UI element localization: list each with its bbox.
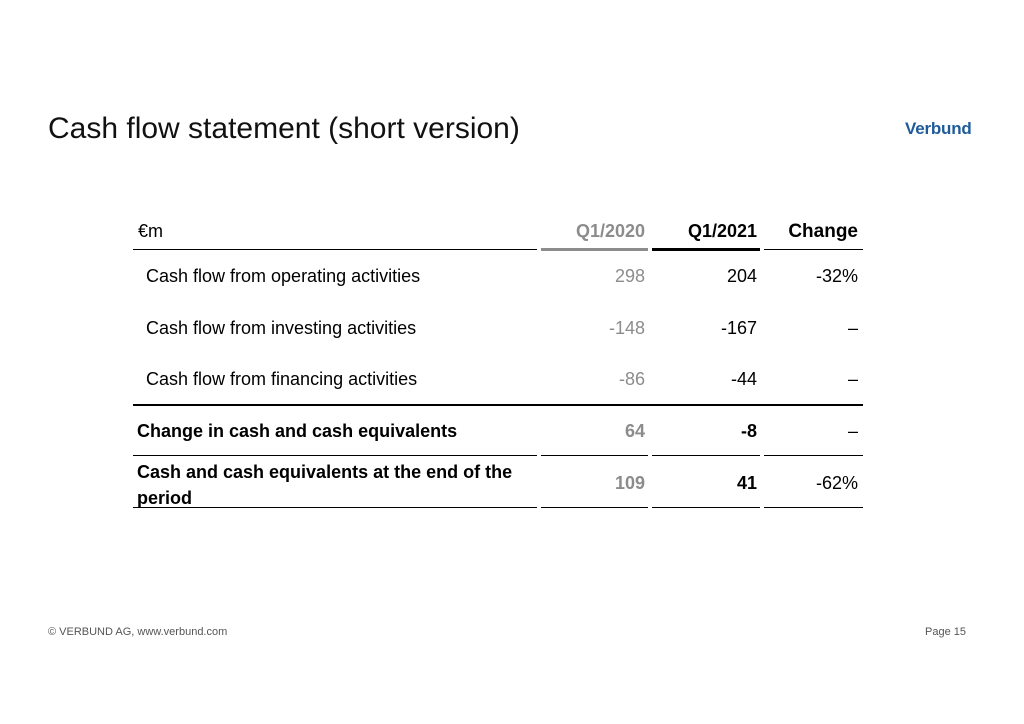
row-label-cash-end: Cash and cash equivalents at the end of …: [137, 462, 513, 508]
value-operating-q1-2021: 204: [726, 266, 757, 286]
row-divider-label: [133, 455, 537, 456]
column-header-q1-2020: Q1/2020: [575, 221, 645, 241]
header-underline-label: [133, 249, 537, 250]
value-investing-q1-2021: -167: [720, 318, 757, 338]
table-bottom-change: [764, 507, 863, 508]
subtotal-divider: [133, 404, 863, 406]
header-underline-change: [764, 249, 863, 250]
value-change-cash-q1-2021: -8: [740, 421, 757, 441]
header-underline-q1-2021: [652, 248, 760, 251]
column-header-change: Change: [788, 221, 858, 242]
header-underline-q1-2020: [541, 248, 648, 251]
value-cash-end-change: -62%: [815, 473, 858, 493]
value-financing-q1-2020: -86: [618, 369, 645, 389]
table-bottom-q1-2020: [541, 507, 648, 508]
value-investing-change: –: [847, 318, 858, 338]
column-header-q1-2021: Q1/2021: [687, 221, 757, 241]
value-operating-change: -32%: [815, 266, 858, 286]
value-investing-q1-2020: -148: [608, 318, 645, 338]
row-label-financing: Cash flow from financing activities: [146, 369, 418, 389]
value-cash-end-q1-2020: 109: [614, 473, 645, 493]
row-label-operating: Cash flow from operating activities: [146, 266, 421, 286]
value-financing-q1-2021: -44: [730, 369, 757, 389]
row-divider-q1-2021: [652, 455, 760, 456]
value-cash-end-q1-2021: 41: [736, 473, 757, 493]
table-bottom-q1-2021: [652, 507, 760, 508]
row-label-change-cash: Change in cash and cash equivalents: [137, 421, 458, 441]
value-financing-change: –: [847, 369, 858, 389]
value-change-cash-change: –: [847, 421, 858, 441]
table-bottom-label: [133, 507, 537, 508]
value-operating-q1-2020: 298: [614, 266, 645, 286]
unit-label: €m: [138, 221, 164, 241]
row-divider-change: [764, 455, 863, 456]
row-label-investing: Cash flow from investing activities: [146, 318, 417, 338]
footer-copyright: © VERBUND AG, www.verbund.com: [48, 626, 228, 638]
row-divider-q1-2020: [541, 455, 648, 456]
page-number: Page 15: [925, 626, 966, 638]
verbund-logo: Verbund: [905, 119, 972, 138]
page-title: Cash flow statement (short version): [48, 112, 520, 145]
value-change-cash-q1-2020: 64: [624, 421, 645, 441]
